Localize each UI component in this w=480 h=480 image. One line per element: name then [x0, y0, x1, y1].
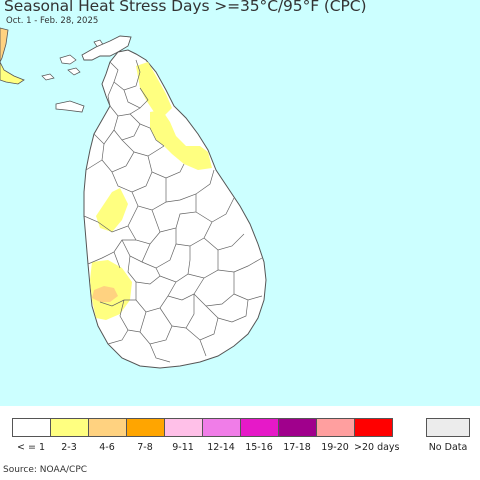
legend-swatch-7: [278, 418, 317, 437]
jaffna-peninsula: [81, 35, 132, 61]
region-4-6-colombo: [92, 286, 118, 302]
legend-swatch-6: [240, 418, 279, 437]
legend-swatch-0: [12, 418, 51, 437]
legend-label: < = 1: [16, 442, 45, 453]
legend-swatch-4: [164, 418, 203, 437]
legend-label: 2-3: [61, 442, 77, 453]
legend-labels: < = 1 2-3 4-6 7-8 9-11 12-14 15-16 17-18…: [12, 442, 400, 453]
legend-swatch-9: [354, 418, 393, 437]
legend-swatch-3: [126, 418, 165, 437]
legend-label: 7-8: [137, 442, 153, 453]
legend-swatch-5: [202, 418, 241, 437]
legend-label: 9-11: [172, 442, 194, 453]
island: [41, 73, 55, 81]
legend-swatch-2: [88, 418, 127, 437]
island: [67, 67, 81, 76]
legend-label: 15-16: [245, 442, 273, 453]
source-credit: Source: NOAA/CPC: [3, 465, 88, 475]
region-2-3-east: [150, 110, 212, 170]
map-title: Seasonal Heat Stress Days >=35°C/95°F (C…: [4, 0, 367, 15]
legend-swatch-8: [316, 418, 355, 437]
island: [59, 54, 77, 65]
map-subtitle: Oct. 1 - Feb. 28, 2025: [6, 16, 99, 26]
legend-swatches: [12, 418, 393, 437]
mannar-island: [55, 100, 85, 113]
region-2-3-central: [96, 188, 128, 232]
legend-label: 4-6: [99, 442, 115, 453]
legend-label: 12-14: [207, 442, 235, 453]
legend-label: >20 days: [354, 442, 400, 453]
legend-label: 19-20: [321, 442, 349, 453]
district-boundaries: [83, 59, 263, 363]
legend-swatch-no-data: [426, 418, 470, 437]
legend-swatch-1: [50, 418, 89, 437]
india-coast: [0, 27, 9, 63]
region-2-3-north: [136, 62, 172, 116]
india-coast-lower: [0, 61, 25, 85]
legend-label: 17-18: [283, 442, 311, 453]
legend-label-no-data: No Data: [428, 442, 468, 453]
